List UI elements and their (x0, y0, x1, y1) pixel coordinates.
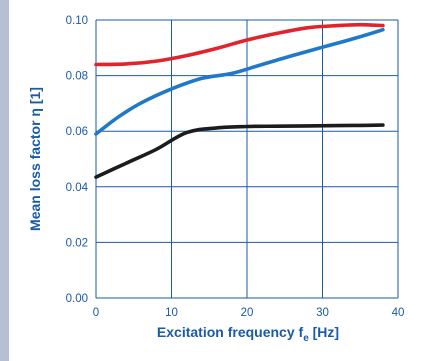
y-axis-title: Mean loss factor η [1] (27, 87, 43, 231)
grid-lines (95, 19, 399, 299)
x-tick-label: 0 (93, 307, 99, 319)
x-axis-title: Excitation frequency fe [Hz] (157, 324, 339, 344)
y-tick-label: 0.02 (66, 237, 88, 249)
series-line-2 (94, 123, 385, 179)
y-tick-label: 0.08 (66, 71, 88, 83)
x-tick-label: 30 (316, 307, 329, 319)
series-lines (94, 22, 385, 179)
y-tick-label: 0.04 (66, 182, 89, 194)
x-tick-label: 40 (392, 307, 405, 319)
y-tick-label: 0.10 (66, 15, 88, 27)
tick-labels: 0 10 20 30 40 0.00 0.02 0.04 0.06 0.08 0.10 (66, 15, 405, 319)
x-tick-label: 10 (165, 307, 178, 319)
y-tick-label: 0.06 (66, 126, 88, 138)
series-line-1 (94, 27, 385, 136)
x-tick-label: 20 (241, 307, 254, 319)
series-line-0 (94, 22, 385, 67)
y-tick-label: 0.00 (66, 293, 88, 305)
decorative-side-bar (0, 0, 9, 361)
